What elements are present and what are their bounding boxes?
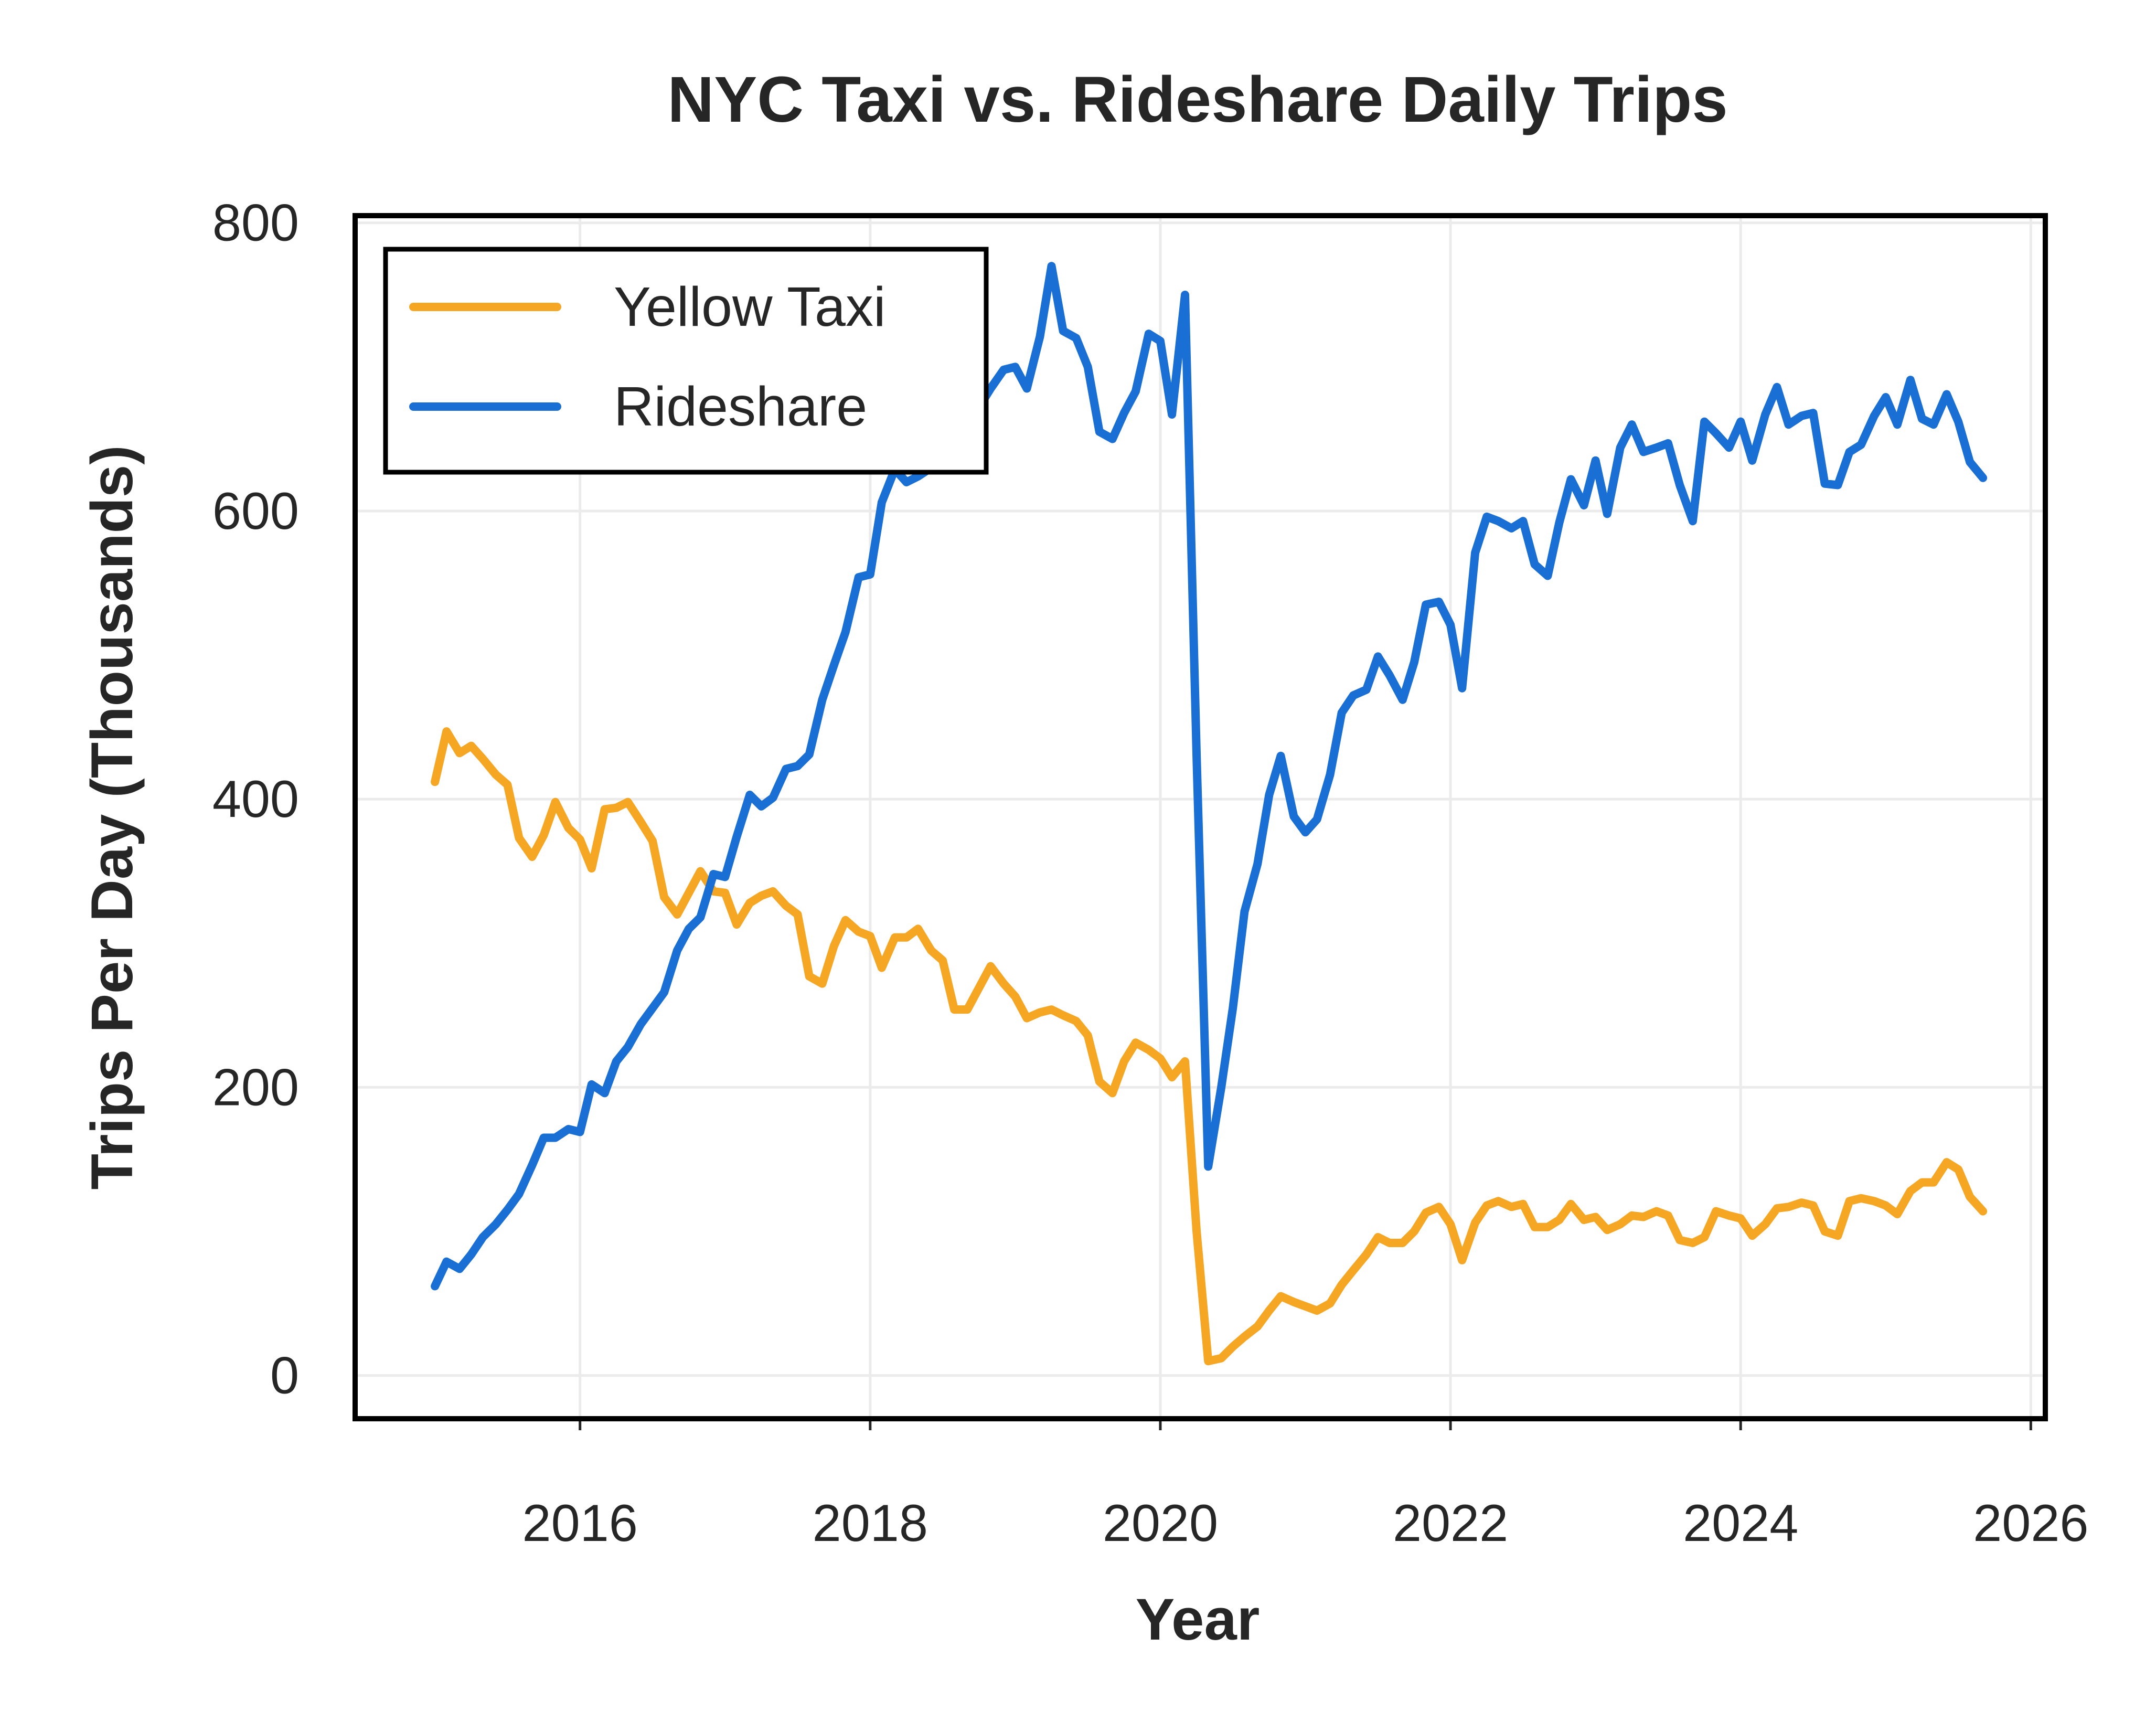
x-axis-title: Year [1136,1587,1260,1652]
series-line-yellow-taxi [431,727,1988,1366]
axis-ticks: 2016 2018 2020 2022 2024 2026 0 200 400 600 800 [212,194,2089,1552]
y-tick-label-400: 400 [212,770,299,828]
y-axis-title: Trips Per Day (Thousands) [79,445,145,1190]
x-tick-label-2020: 2020 [1103,1494,1218,1552]
series-line-rideshare [431,262,1988,1291]
legend-label-yellow-taxi: Yellow Taxi [614,276,886,338]
legend-label-rideshare: Rideshare [614,376,867,438]
y-tick-label-200: 200 [212,1058,299,1116]
y-tick-label-0: 0 [270,1346,299,1405]
y-tick-label-600: 600 [212,482,299,540]
plot-frame [353,213,2048,1421]
x-tick-label-2022: 2022 [1393,1494,1508,1552]
x-tick-label-2016: 2016 [522,1494,638,1552]
x-tick-label-2026: 2026 [1973,1494,2088,1552]
x-tick-label-2018: 2018 [813,1494,928,1552]
y-tick-label-800: 800 [212,194,299,252]
legend-box [383,247,989,475]
legend: Yellow Taxi Rideshare [383,247,989,475]
series-lines [431,262,1988,1366]
chart-title: NYC Taxi vs. Rideshare Daily Trips [667,64,1727,136]
x-tick-label-2024: 2024 [1683,1494,1798,1552]
